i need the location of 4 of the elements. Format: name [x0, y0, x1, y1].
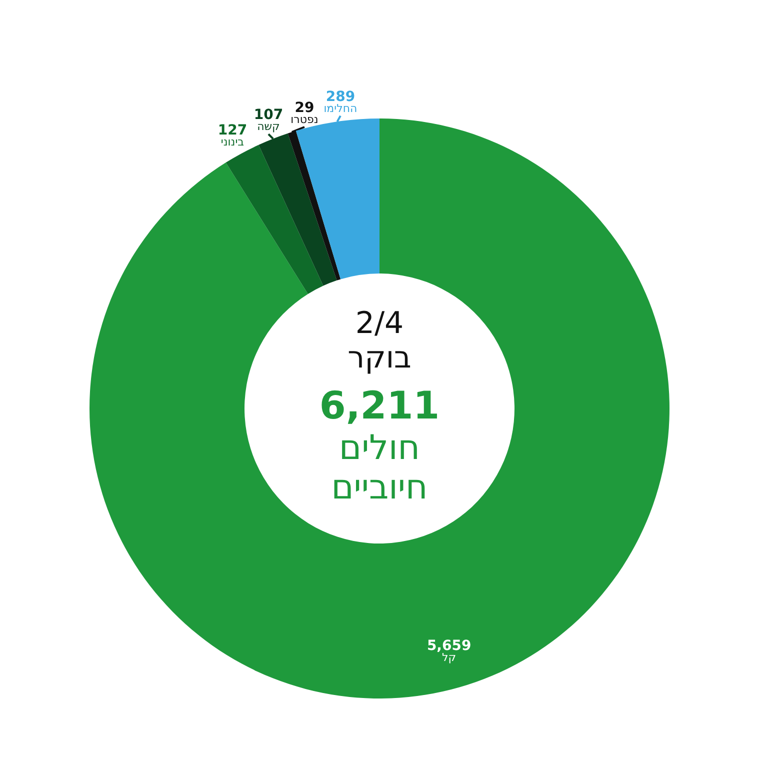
text: 2/4 [355, 306, 404, 341]
text: בוקר [348, 340, 412, 376]
text: חולים חיוביים [331, 428, 428, 508]
text: 6,211 [319, 384, 440, 428]
